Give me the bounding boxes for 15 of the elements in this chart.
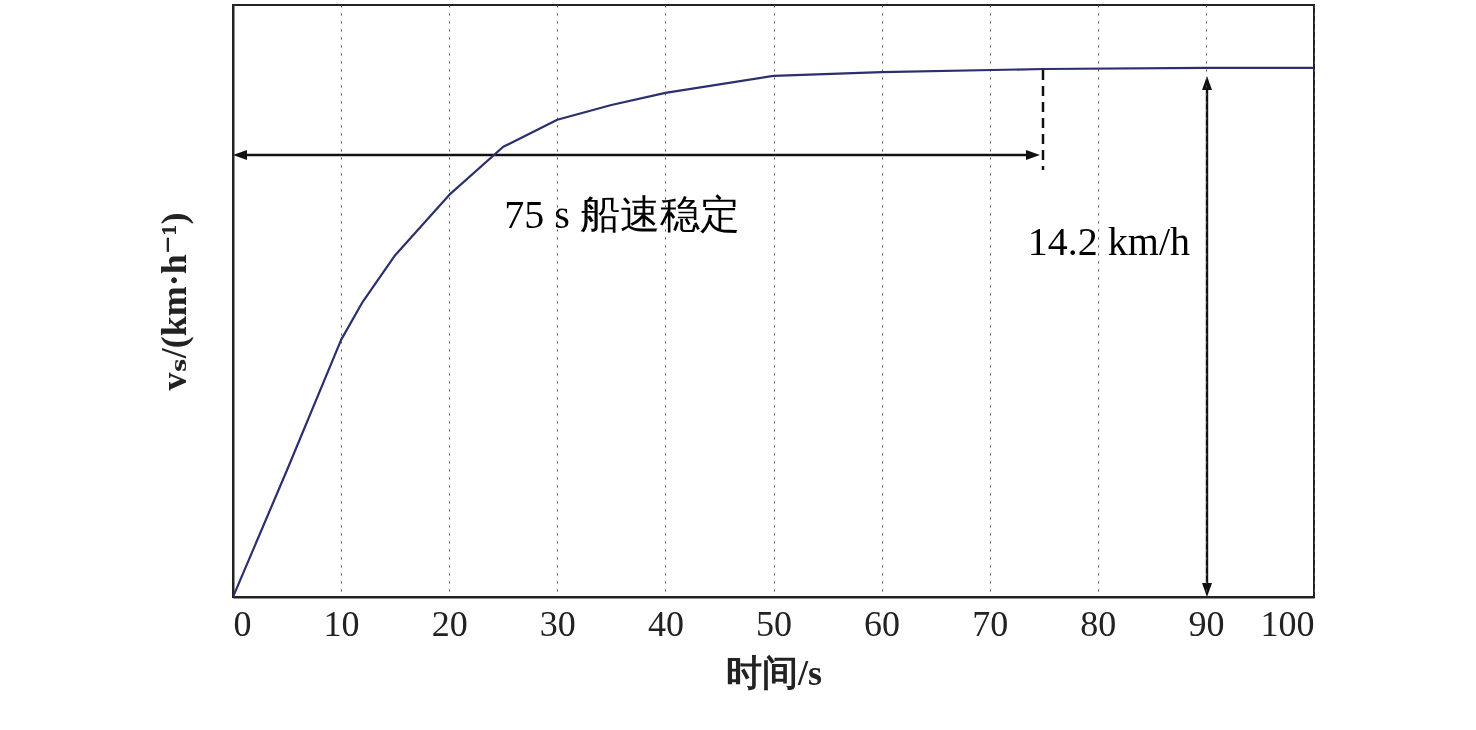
x-axis-title: 时间/s: [725, 652, 823, 693]
x-tick-label: 10: [323, 603, 360, 644]
x-tick-label: 20: [431, 603, 468, 644]
x-tick-label: 30: [539, 603, 576, 644]
x-tick-label: 0: [233, 603, 252, 644]
x-tick-label: 80: [1080, 603, 1117, 644]
x-tick-label: 50: [756, 603, 792, 644]
x-tick-label: 70: [972, 603, 1009, 644]
x-tick-label: 40: [647, 603, 684, 644]
x-tick-label: 60: [864, 603, 901, 644]
x-tick-label: 100: [1260, 603, 1315, 644]
annotation: 75 s 船速稳定: [504, 192, 740, 237]
annotation: 14.2 km/h: [1027, 219, 1190, 264]
y-axis-title: vₛ/(km·h⁻¹): [153, 212, 194, 391]
x-tick-label: 90: [1188, 603, 1225, 644]
